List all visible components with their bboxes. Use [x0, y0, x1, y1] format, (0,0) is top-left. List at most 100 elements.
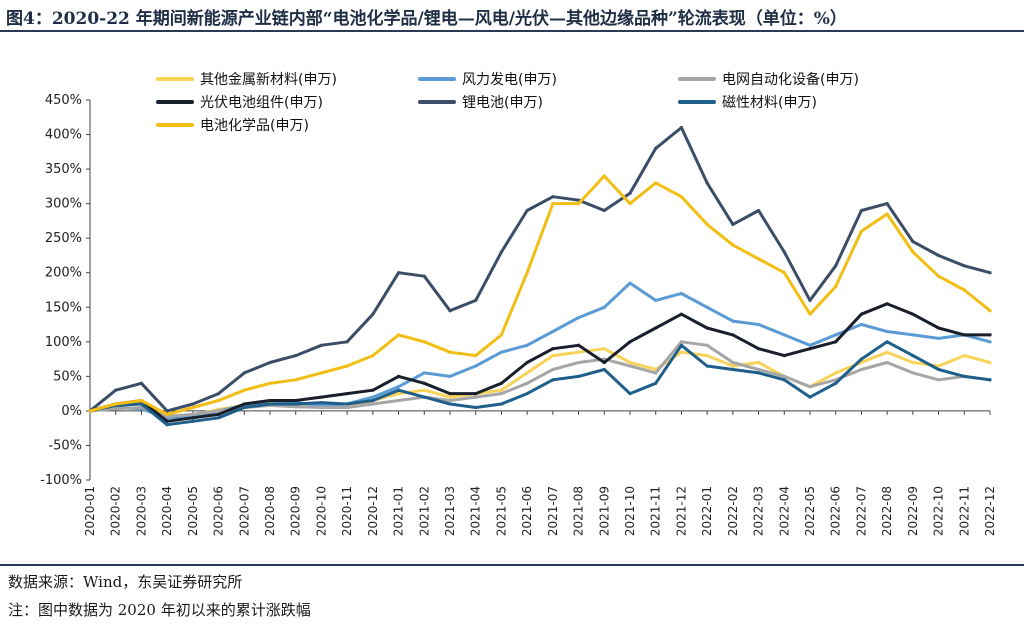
x-tick-label: 2021-08: [572, 486, 586, 536]
series-point: [911, 354, 915, 358]
series-point: [474, 405, 478, 410]
series-point: [474, 354, 478, 358]
series-point: [139, 402, 144, 406]
series-point: [551, 195, 555, 199]
series-point: [936, 336, 941, 340]
x-tick-label: 2022-06: [829, 486, 843, 536]
series-point: [551, 367, 555, 372]
series-point: [525, 343, 529, 347]
series-point: [756, 322, 761, 327]
legend-label: 锂电池(申万): [462, 95, 543, 111]
series-point: [165, 423, 169, 427]
series-point: [602, 347, 606, 351]
series-point: [602, 208, 606, 213]
series-point: [268, 381, 272, 385]
series-point: [448, 374, 452, 378]
series-point: [756, 360, 761, 365]
series-point: [731, 367, 735, 372]
series-point: [859, 357, 864, 361]
series-point: [756, 208, 761, 213]
series-point: [294, 354, 298, 358]
x-tick-label: 2021-06: [520, 486, 534, 536]
series-point: [834, 264, 838, 268]
series-point: [191, 412, 195, 416]
series-point: [911, 333, 915, 337]
series-point: [911, 250, 915, 254]
series-point: [679, 195, 684, 199]
series-line-4: [88, 302, 992, 423]
series-point: [679, 340, 684, 344]
series-point: [139, 381, 144, 385]
series-point: [628, 392, 632, 396]
series-point: [576, 316, 581, 320]
series-point: [474, 298, 478, 302]
series-point: [371, 398, 375, 403]
x-tick-label: 2020-06: [212, 486, 226, 536]
x-tick-label: 2020-03: [134, 486, 148, 536]
series-point: [576, 350, 581, 354]
x-tick-label: 2022-03: [752, 486, 766, 536]
series-point: [422, 371, 426, 375]
series-point: [731, 333, 735, 337]
series-point: [911, 360, 915, 365]
series-point: [371, 402, 375, 406]
series-point: [885, 212, 889, 216]
series-line-3: [88, 340, 992, 418]
series-point: [756, 367, 761, 372]
series-point: [216, 409, 221, 413]
series-point: [242, 388, 246, 392]
series-point: [731, 319, 735, 323]
series-point: [371, 395, 375, 399]
series-point: [165, 412, 169, 416]
series-point: [448, 402, 452, 406]
legend-label: 磁性材料(申万): [722, 95, 817, 111]
y-tick-label: -100%: [40, 473, 82, 488]
series-point: [628, 202, 632, 206]
series-point: [191, 416, 195, 420]
series-point: [679, 312, 684, 316]
series-point: [268, 398, 272, 403]
series-point: [782, 374, 786, 378]
series-point: [268, 360, 272, 365]
series-point: [885, 329, 889, 334]
series-point: [911, 312, 915, 316]
x-tick-label: 2020-10: [314, 486, 328, 536]
series-point: [679, 350, 684, 354]
y-tick-label: -50%: [48, 438, 82, 453]
series-point: [654, 381, 658, 385]
series-point: [808, 395, 812, 399]
series-point: [294, 402, 298, 406]
chart-axes: -100% -50% 0% 50% 100% 150% 200% 250% 300% 350% 40…: [40, 93, 997, 536]
series-point: [602, 305, 606, 309]
series-point: [345, 364, 349, 368]
series-point: [371, 354, 375, 358]
x-tick-label: 2022-09: [906, 486, 920, 536]
series-point: [525, 371, 529, 375]
series-point: [139, 398, 144, 403]
series-point: [834, 333, 838, 337]
series-point: [731, 243, 735, 247]
series-point: [782, 354, 786, 358]
series-point: [319, 405, 324, 410]
series-point: [705, 364, 709, 368]
series-point: [345, 405, 349, 410]
x-tick-label: 2021-11: [649, 486, 663, 536]
legend-label: 风力发电(申万): [462, 72, 557, 88]
series-point: [885, 302, 889, 306]
series-point: [525, 381, 529, 385]
series-point: [371, 312, 375, 316]
series-point: [834, 381, 838, 385]
series-point: [525, 271, 529, 275]
series-point: [885, 202, 889, 206]
series-point: [242, 405, 246, 410]
series-line-1: [88, 347, 992, 420]
bottom-rule: [0, 564, 1024, 566]
series-point: [422, 381, 426, 385]
series-point: [988, 340, 992, 344]
series-point: [216, 392, 221, 396]
series-point: [551, 378, 555, 382]
x-tick-label: 2021-07: [546, 486, 560, 536]
series-point: [885, 340, 889, 344]
series-point: [731, 364, 735, 368]
y-tick-label: 350%: [45, 162, 82, 177]
